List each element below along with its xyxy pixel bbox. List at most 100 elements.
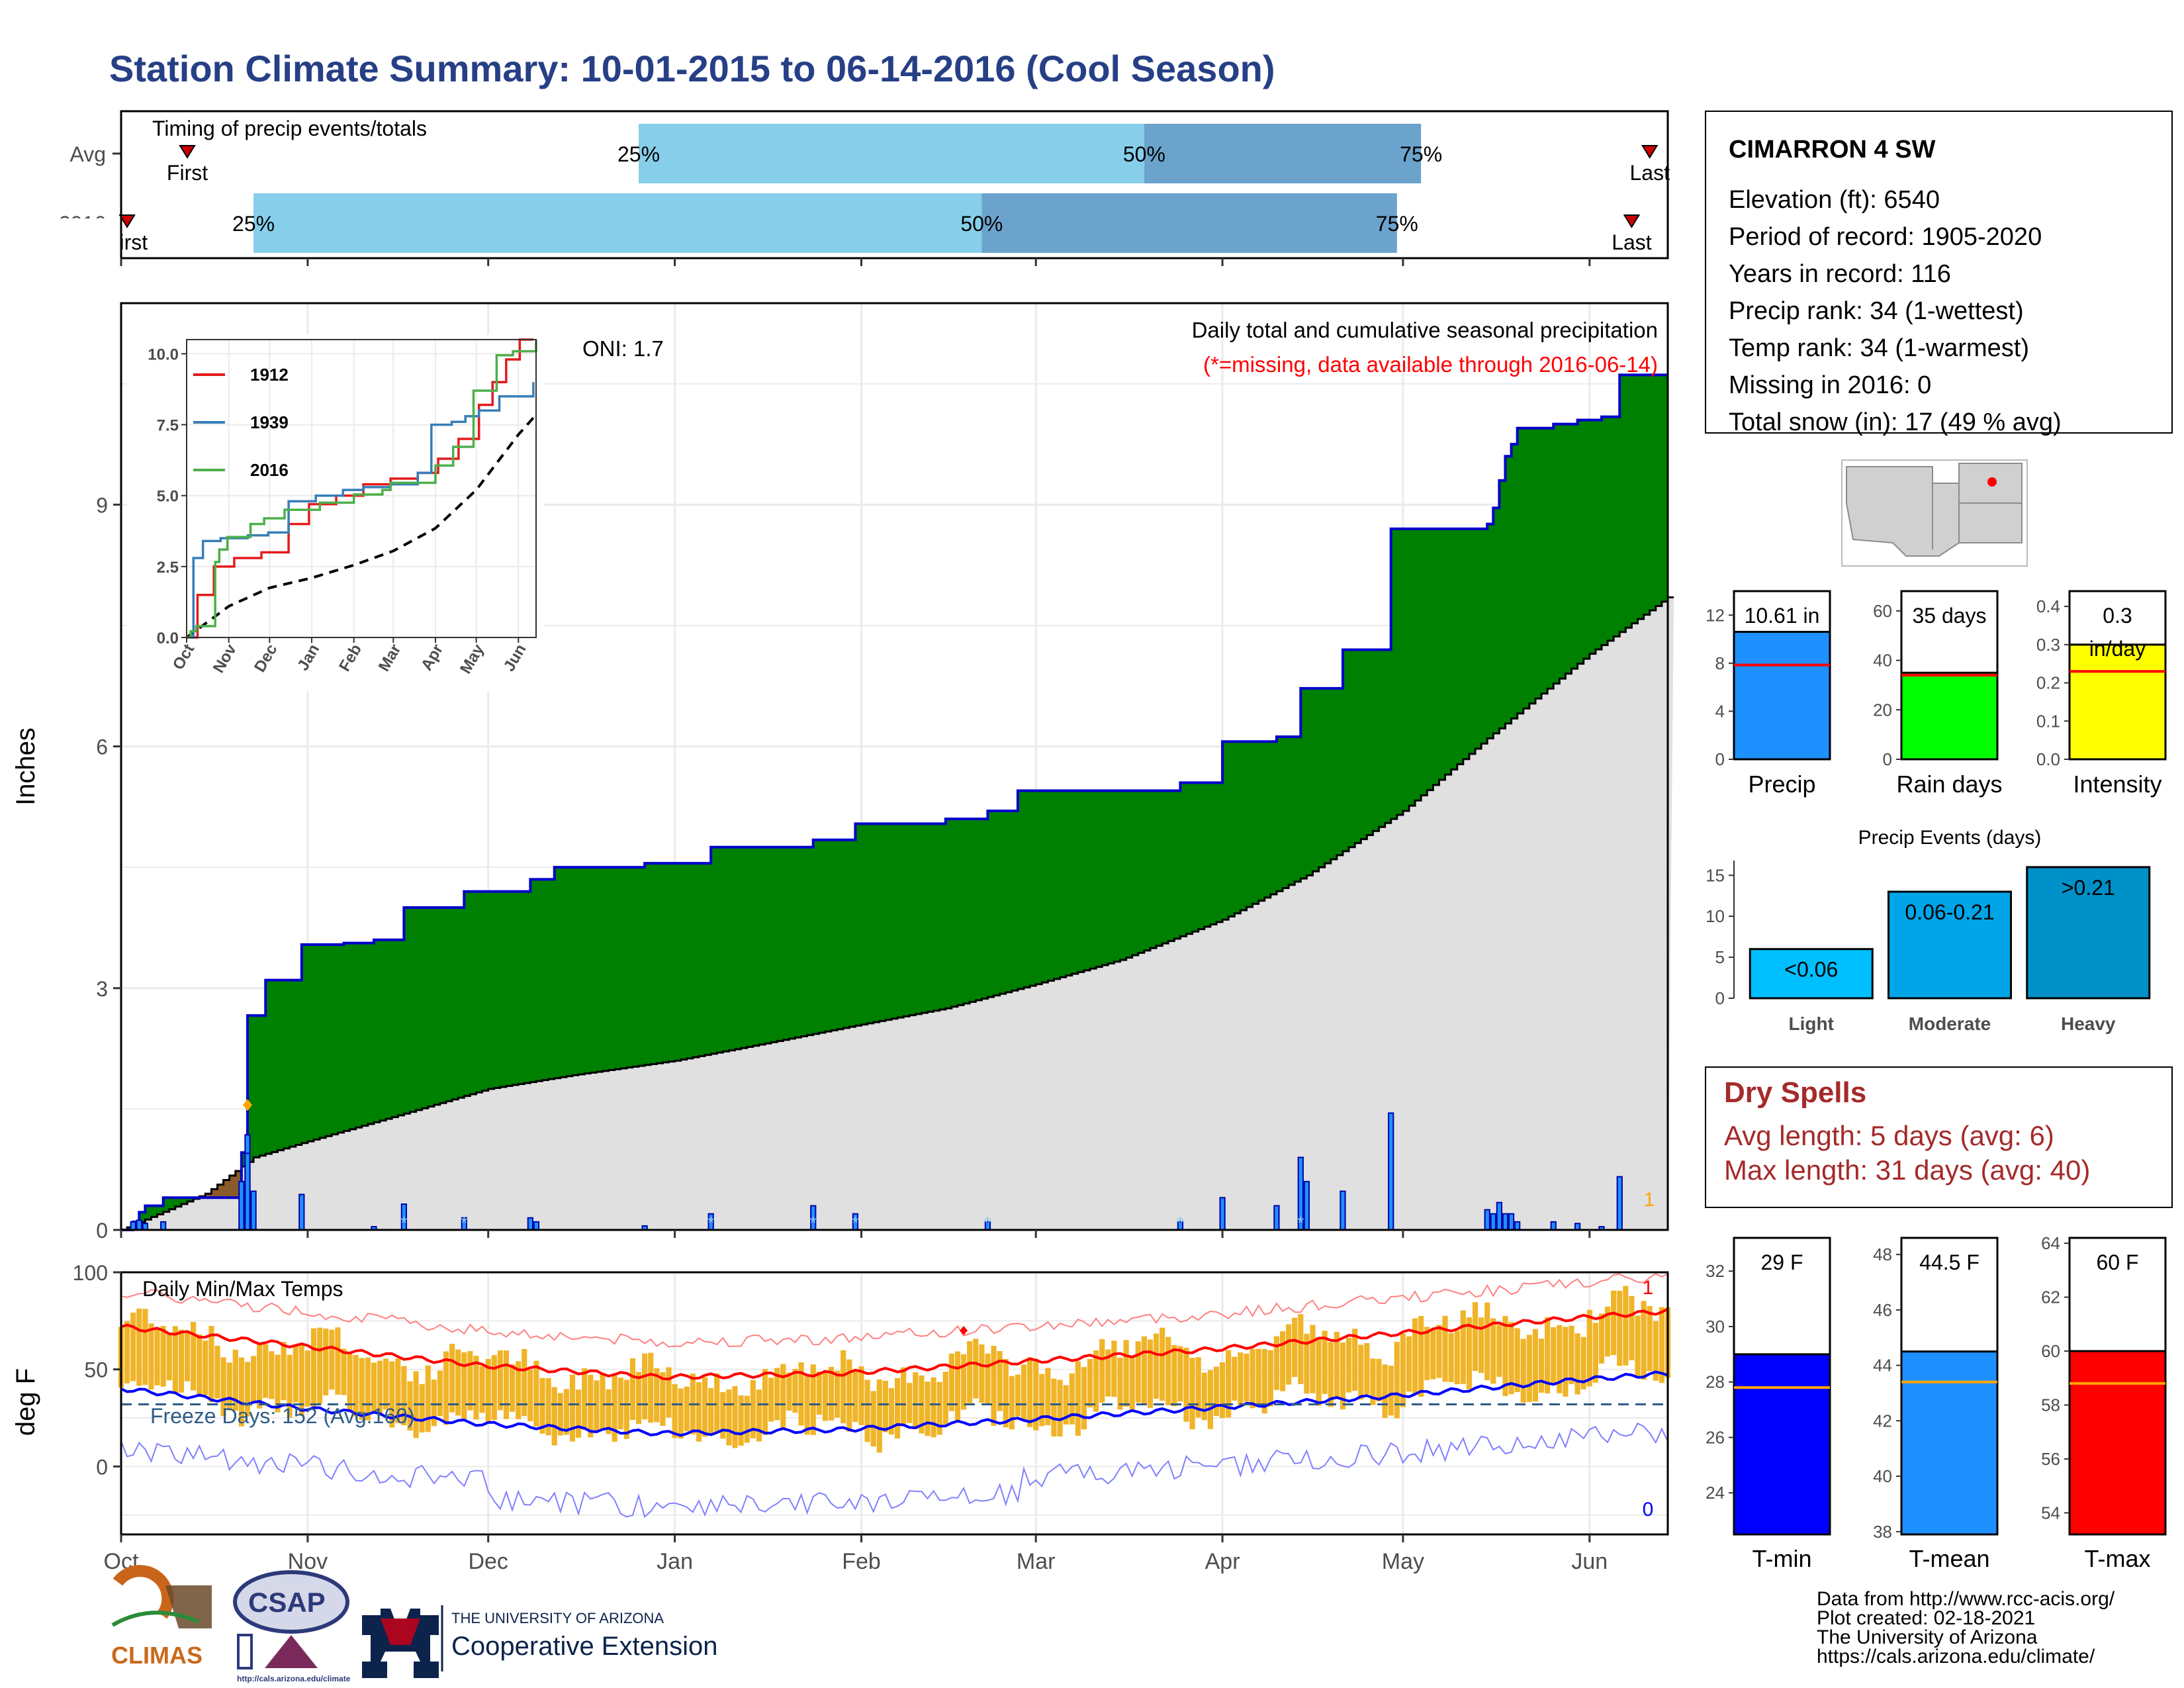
daily-temp-bar (214, 1346, 220, 1399)
daily-temp-bar (154, 1329, 160, 1385)
daily-temp-bar (317, 1327, 323, 1404)
daily-temp-bar (1250, 1348, 1255, 1409)
daily-temp-bar (942, 1372, 948, 1425)
daily-temp-bar (1310, 1325, 1316, 1393)
daily-temp-bar (310, 1328, 317, 1407)
daily-temp-bar (654, 1368, 660, 1423)
daily-temp-bar (864, 1380, 870, 1442)
daily-temp-bar (1545, 1317, 1551, 1394)
daily-temp-bar (1220, 1362, 1226, 1419)
daily-temp-bar (269, 1351, 275, 1399)
daily-temp-bar (1442, 1315, 1448, 1382)
temp-y-axis-label: deg F (11, 1368, 40, 1436)
daily-temp-bar (1460, 1310, 1466, 1384)
daily-temp-bar (1232, 1356, 1238, 1401)
precip-y-tick-label: 9 (96, 493, 108, 517)
freeze-days-label: Freeze Days: 152 (Avg:160) (150, 1404, 415, 1428)
daily-precip-bar (136, 1219, 142, 1231)
daily-temp-bar (208, 1326, 214, 1403)
timing-first-label: First (167, 161, 208, 185)
summary-y-tick-label: 0.1 (2036, 711, 2060, 731)
daily-precip-bar (1550, 1221, 1557, 1231)
timing-panel: Timing of precip events/totals Avg 25% 50% 7… (0, 110, 1670, 266)
precip-events-panel: Precip Events (days) <0.06 Light 0.06-0.21 M… (1706, 827, 2151, 1034)
summary-bar (1900, 1350, 1999, 1536)
summary-y-tick-label: 44 (1873, 1356, 1892, 1376)
daily-temp-bar (1557, 1325, 1563, 1393)
daily-temp-bar (287, 1354, 293, 1418)
daily-temp-bar (907, 1383, 913, 1423)
dry-spells-line: Max length: 31 days (avg: 40) (1724, 1154, 2090, 1186)
events-y-tick-label: 10 (1706, 906, 1725, 926)
inset-y-tick-label: 7.5 (157, 417, 179, 435)
snow-marker: * (984, 1213, 991, 1233)
daily-temp-bar (1160, 1327, 1165, 1401)
summary-y-tick-label: 20 (1873, 700, 1892, 720)
daily-temp-bar (786, 1372, 792, 1411)
summary-bar (1733, 1353, 1831, 1536)
summary-y-tick-label: 46 (1873, 1300, 1892, 1320)
daily-temp-bar (780, 1364, 786, 1429)
summary-value-label: 0.3 (2103, 604, 2132, 628)
daily-precip-bar (1616, 1176, 1623, 1231)
inset-y-tick-label: 10.0 (148, 346, 179, 363)
daily-temp-bar (1195, 1357, 1201, 1418)
daily-precip-bar (1490, 1213, 1496, 1231)
daily-temp-bar (954, 1351, 961, 1421)
credit-line: https://cals.arizona.edu/climate/ (1817, 1646, 2095, 1667)
timing-row-label: Avg (69, 142, 106, 166)
temp-y-tick-label: 100 (73, 1261, 108, 1285)
daily-temp-bar (1551, 1327, 1557, 1385)
summary-bar (1900, 671, 1999, 761)
summary-y-tick-label: 38 (1873, 1522, 1892, 1542)
daily-temp-bar (1424, 1327, 1430, 1380)
summary-y-tick-label: 28 (1706, 1372, 1725, 1392)
daily-temp-bar (810, 1364, 816, 1435)
daily-temp-bar (635, 1372, 642, 1425)
snow-marker: * (810, 1213, 817, 1233)
summary-y-tick-label: 64 (2041, 1233, 2060, 1253)
timing-last-label: Last (1629, 161, 1670, 185)
summary-y-tick-label: 62 (2041, 1288, 2060, 1307)
daily-temp-bar (1021, 1364, 1027, 1421)
daily-temp-bar (1538, 1338, 1545, 1393)
daily-temp-bar (678, 1388, 684, 1439)
daily-temp-bar (437, 1370, 443, 1417)
timing-q50-label: 50% (1123, 142, 1165, 166)
daily-temp-bar (1653, 1321, 1659, 1381)
daily-temp-bar (1045, 1368, 1051, 1426)
daily-temp-bar (563, 1389, 569, 1435)
daily-temp-bar (353, 1354, 359, 1417)
dry-spells-box: Dry Spells Avg length: 5 days (avg: 6) M… (1705, 1066, 2173, 1208)
daily-temp-bar (979, 1344, 985, 1403)
daily-temp-bar (497, 1350, 503, 1411)
daily-temp-bar (1298, 1314, 1304, 1384)
daily-temp-bar (365, 1357, 371, 1421)
daily-temp-bar (582, 1368, 588, 1430)
daily-precip-bar (160, 1221, 167, 1231)
precip-summary-bars: 10.61 in 0 4 8 12 Precip 35 days 0 20 40 60 Rain da… (1706, 590, 2167, 798)
daily-precip-bar (1496, 1201, 1503, 1231)
events-category-label: Heavy (2061, 1013, 2116, 1034)
daily-temp-bar (148, 1323, 154, 1390)
ua-logo-bottom: Cooperative Extension (451, 1632, 717, 1661)
daily-temp-bar (816, 1371, 822, 1415)
daily-temp-bar (901, 1367, 907, 1427)
daily-temp-bar (1580, 1336, 1586, 1389)
daily-temp-bar (557, 1393, 563, 1436)
daily-temp-bar (1141, 1336, 1147, 1405)
daily-temp-bar (1406, 1336, 1412, 1392)
inset-y-tick-label: 5.0 (157, 488, 179, 506)
summary-bar (1733, 631, 1831, 761)
daily-temp-bar (191, 1321, 197, 1391)
daily-precip-bar (527, 1217, 533, 1231)
daily-temp-bar (612, 1375, 617, 1442)
credit-line: Plot created: 02-18-2021 (1817, 1607, 2035, 1629)
summary-y-tick-label: 60 (2041, 1341, 2060, 1361)
temp-x-tick-label: May (1382, 1549, 1424, 1574)
station-line: Period of record: 1905-2020 (1729, 223, 2042, 251)
daily-temp-bar (936, 1382, 942, 1435)
daily-temp-bar (395, 1358, 401, 1423)
daily-temp-bar (1659, 1307, 1664, 1383)
station-name: CIMARRON 4 SW (1729, 136, 1936, 164)
